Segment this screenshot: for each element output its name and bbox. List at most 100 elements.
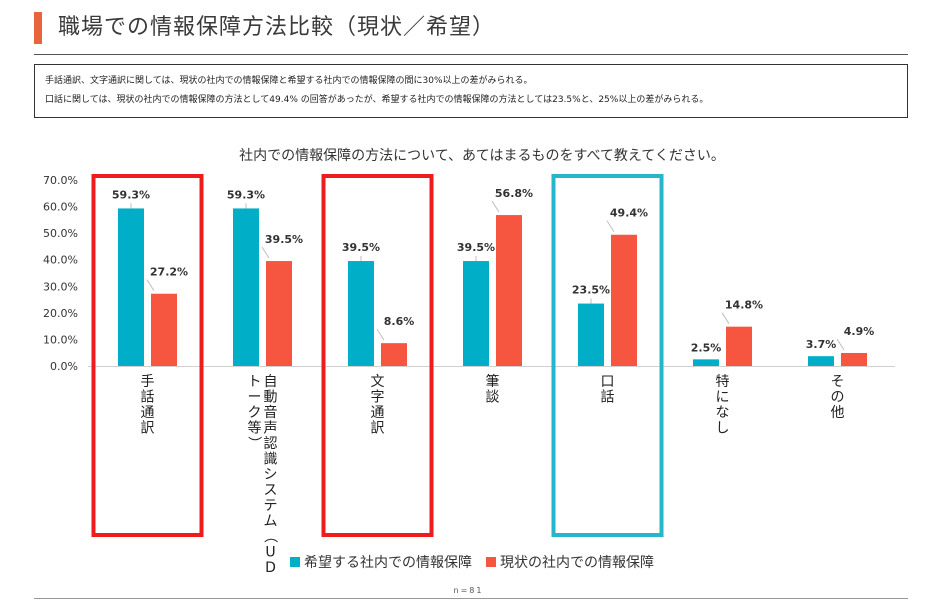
leader-line <box>376 328 385 341</box>
category-label-char: 特 <box>716 374 730 390</box>
category-label-char: 識 <box>264 452 278 468</box>
bar-current-2 <box>381 343 407 366</box>
bar-wish-4 <box>578 303 604 366</box>
bar-wish-3 <box>463 261 489 366</box>
y-tick-label: 0.0% <box>50 360 78 373</box>
category-label-char: ー <box>248 390 262 406</box>
value-labels: 59.3% 27.2% 59.3% 39.5% 39.5% 8.6% 39.5% 56.8% 2… <box>112 187 874 354</box>
category-label-char: D <box>265 560 276 576</box>
highlight-boxes <box>91 174 664 537</box>
category-label-char: （ <box>262 529 278 543</box>
footer-divider <box>34 598 908 599</box>
category-label-char: 通 <box>371 405 385 421</box>
category-label-char: の <box>831 390 845 406</box>
value-label: 59.3% <box>112 188 150 201</box>
bar-wish-5 <box>693 359 719 366</box>
category-label-char: ク <box>248 405 262 421</box>
summary-line-1: 手話通訳、文字通訳に関しては、現状の社内での情報保障と希望する社内での情報保障の… <box>45 76 533 86</box>
y-tick-label: 50.0% <box>43 227 78 240</box>
legend-label-current: 現状の社内での情報保障 <box>500 555 654 571</box>
y-tick-label: 40.0% <box>43 254 78 267</box>
value-label: 49.4% <box>610 207 648 220</box>
y-tick-label: 60.0% <box>43 201 78 214</box>
summary-box: 手話通訳、文字通訳に関しては、現状の社内での情報保障と希望する社内での情報保障の… <box>34 64 908 118</box>
y-axis: 0.0% 10.0% 20.0% 30.0% 40.0% 50.0% 60.0% 70.0% <box>43 174 895 373</box>
category-label-char: U <box>265 545 275 561</box>
y-tick-label: 30.0% <box>43 280 78 293</box>
page-title: 職場での情報保障方法比較（現状／希望） <box>58 15 496 40</box>
title-accent-bar <box>34 12 42 44</box>
category-label-char: 筆 <box>486 374 500 390</box>
category-label-char: ） <box>246 436 262 450</box>
value-label: 8.6% <box>384 315 415 328</box>
leader-line <box>836 338 845 351</box>
category-label-char: ム <box>264 514 278 530</box>
bars <box>118 208 867 366</box>
category-label-char: 声 <box>264 421 278 437</box>
value-label: 14.8% <box>725 299 763 312</box>
category-label-char: 話 <box>601 389 615 406</box>
value-label: 4.9% <box>844 325 875 338</box>
category-label-char: 文 <box>371 374 385 390</box>
value-label: 39.5% <box>265 233 303 246</box>
category-label-char: に <box>716 390 730 406</box>
category-label-char: し <box>716 421 730 437</box>
bar-current-6 <box>841 352 867 366</box>
chart-title: 社内での情報保障の方法について、あてはまるものをすべて教えてください。 <box>239 148 725 164</box>
highlight-box-2 <box>321 174 434 537</box>
bar-wish-1 <box>233 208 259 366</box>
value-label: 2.5% <box>691 341 722 354</box>
category-label-char: 口 <box>601 374 615 390</box>
y-tick-label: 20.0% <box>43 307 78 320</box>
label-leader-lines <box>130 200 845 351</box>
category-label-char: 通 <box>141 405 155 421</box>
highlight-box-0 <box>91 174 204 537</box>
value-label: 39.5% <box>342 241 380 254</box>
category-label-char: 手 <box>141 374 155 390</box>
legend-swatch-current <box>486 557 496 567</box>
bar-wish-0 <box>118 208 144 366</box>
value-label: 59.3% <box>227 188 265 201</box>
category-label-char: 話 <box>141 389 155 406</box>
leader-line <box>146 279 155 291</box>
legend: 希望する社内での情報保障 現状の社内での情報保障 <box>290 555 654 571</box>
leader-line <box>606 220 615 233</box>
bar-wish-6 <box>808 356 834 366</box>
category-label-char: テ <box>264 498 278 514</box>
bar-current-5 <box>726 326 752 366</box>
category-label-char: ト <box>248 374 262 390</box>
value-label: 39.5% <box>457 241 495 254</box>
category-label-char: 動 <box>264 390 278 406</box>
category-label-char: 自 <box>264 374 278 390</box>
category-label-char: 音 <box>264 404 278 421</box>
category-label-char: 他 <box>831 405 845 421</box>
category-label-char: な <box>716 405 730 421</box>
leader-line <box>261 246 270 259</box>
category-label-char: シ <box>264 467 278 483</box>
bar-current-3 <box>496 215 522 366</box>
category-label-char: 談 <box>486 390 500 406</box>
category-label-char: ス <box>264 483 278 499</box>
legend-swatch-wish <box>290 557 300 567</box>
category-label-char: 等 <box>248 420 262 437</box>
y-tick-label: 70.0% <box>43 174 78 187</box>
category-label-char: 認 <box>264 436 278 452</box>
value-label: 3.7% <box>806 338 837 351</box>
category-label-char: 字 <box>371 390 385 406</box>
category-label-char: 訳 <box>371 421 385 437</box>
value-label: 23.5% <box>572 284 610 297</box>
value-label: 56.8% <box>495 187 533 200</box>
y-tick-label: 10.0% <box>43 333 78 346</box>
value-label: 27.2% <box>150 266 188 279</box>
leader-line <box>491 200 500 213</box>
bar-wish-2 <box>348 261 374 366</box>
category-label-char: 訳 <box>141 421 155 437</box>
highlight-box-4 <box>551 174 664 537</box>
title-divider <box>34 54 908 55</box>
leader-line <box>721 312 730 324</box>
bar-current-0 <box>151 293 177 366</box>
category-label-char: そ <box>831 374 845 390</box>
sample-size-note: n=81 <box>453 586 484 595</box>
